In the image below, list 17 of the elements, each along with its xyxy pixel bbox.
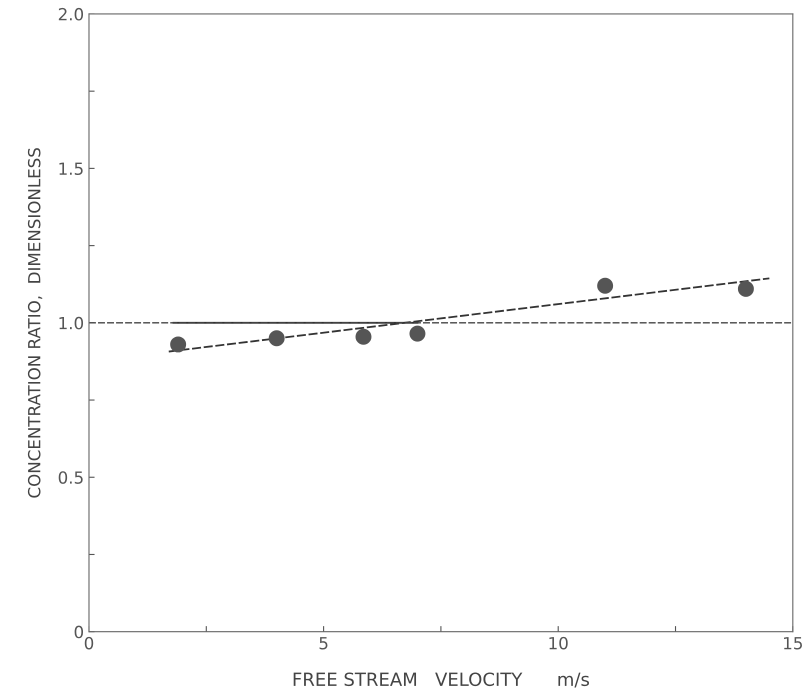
point xyxy=(170,336,186,352)
point xyxy=(597,278,614,294)
x-tick-label: 0 xyxy=(84,636,94,650)
y-tick-label: 1.5 xyxy=(59,162,83,175)
y-axis-title: CONCENTRATION RATIO, DIMENSIONLESS xyxy=(28,148,42,498)
x-tick-label: 5 xyxy=(320,637,328,650)
y-tick-label: 2.0 xyxy=(58,8,84,21)
y-tick-label: 1.0 xyxy=(59,316,84,330)
y-tick-label: 0.5 xyxy=(58,471,83,484)
point xyxy=(738,280,754,297)
x-tick-label: 10 xyxy=(549,636,568,650)
point xyxy=(409,326,426,342)
x-tick-label: 15 xyxy=(784,637,802,650)
y-tick-label: 0 xyxy=(74,626,84,638)
point xyxy=(356,328,372,345)
x-axis-title: FREE STREAM VELOCITY m/s xyxy=(294,672,590,688)
point xyxy=(268,330,285,346)
